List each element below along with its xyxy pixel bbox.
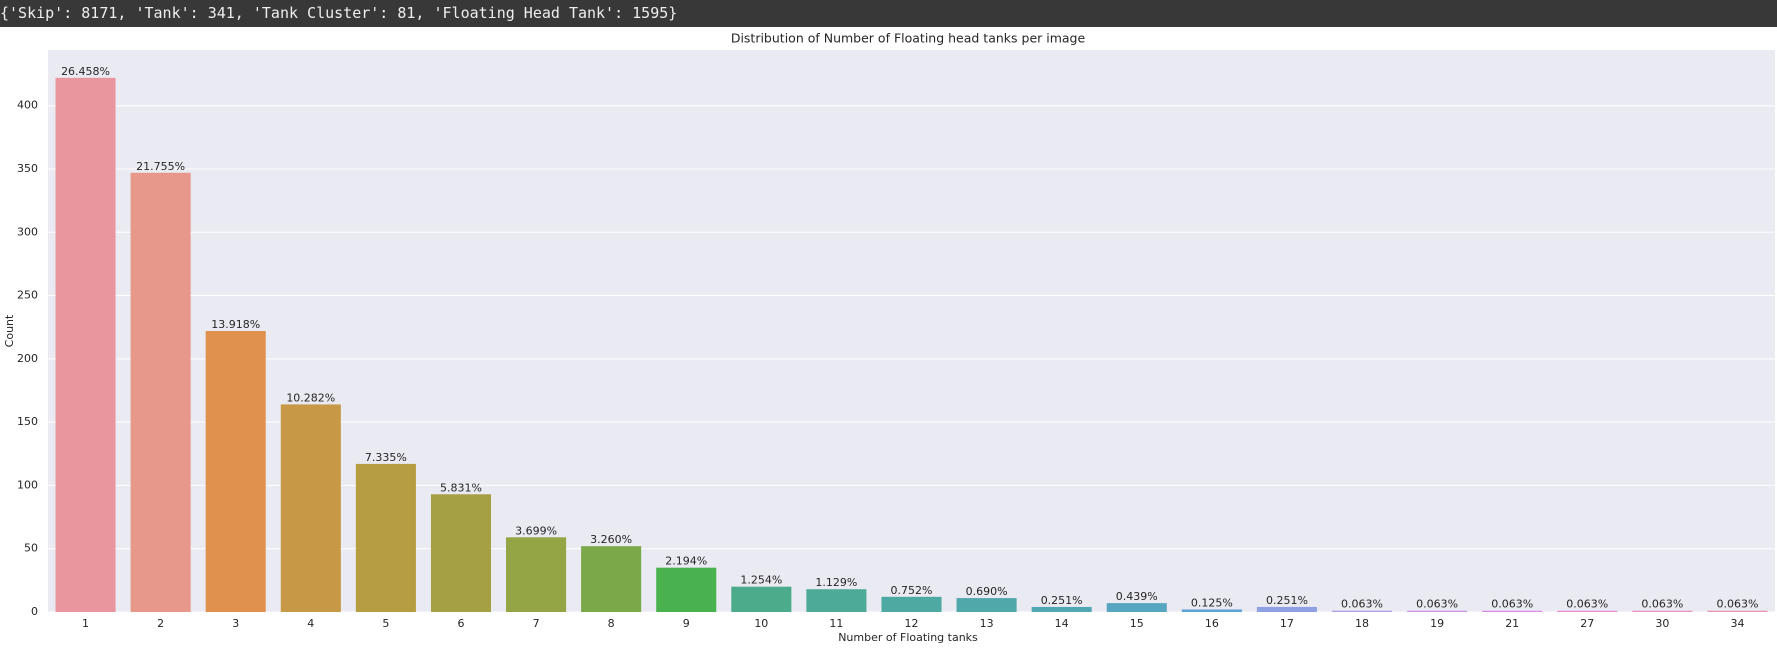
bar <box>656 567 717 612</box>
bar <box>355 463 416 612</box>
x-tick-label: 11 <box>829 617 843 630</box>
x-tick-label: 30 <box>1655 617 1669 630</box>
bar <box>1707 610 1768 612</box>
chart-title: Distribution of Number of Floating head … <box>731 31 1086 46</box>
x-tick-label: 7 <box>533 617 540 630</box>
x-tick-label: 15 <box>1130 617 1144 630</box>
bar <box>806 589 867 612</box>
y-tick-label: 250 <box>17 289 38 302</box>
y-tick-label: 150 <box>17 415 38 428</box>
bar-label: 13.918% <box>211 318 260 331</box>
bar <box>581 546 642 612</box>
bar-label: 3.699% <box>515 524 557 537</box>
bar-label: 7.335% <box>365 451 407 464</box>
x-tick-label: 16 <box>1205 617 1219 630</box>
bar <box>506 537 567 612</box>
y-tick-label: 0 <box>31 605 38 618</box>
x-tick-label: 18 <box>1355 617 1369 630</box>
bar <box>130 172 191 612</box>
bar <box>280 404 341 612</box>
bar-label: 0.125% <box>1191 596 1233 609</box>
x-tick-label: 8 <box>608 617 615 630</box>
bar-label: 0.063% <box>1716 598 1758 611</box>
bar <box>1256 606 1317 612</box>
output-header: {'Skip': 8171, 'Tank': 341, 'Tank Cluste… <box>0 0 1777 27</box>
x-tick-label: 14 <box>1055 617 1069 630</box>
x-tick-label: 5 <box>382 617 389 630</box>
bar <box>205 331 266 612</box>
y-tick-label: 400 <box>17 99 38 112</box>
y-tick-label: 350 <box>17 162 38 175</box>
bar-label: 0.251% <box>1041 594 1083 607</box>
y-tick-label: 50 <box>24 542 38 555</box>
y-tick-label: 200 <box>17 352 38 365</box>
bar-label: 10.282% <box>286 391 335 404</box>
x-axis-label: Number of Floating tanks <box>838 631 978 644</box>
bar-label: 5.831% <box>440 481 482 494</box>
bar <box>55 77 116 612</box>
bar-label: 0.063% <box>1341 598 1383 611</box>
x-tick-label: 19 <box>1430 617 1444 630</box>
x-tick-label: 27 <box>1580 617 1594 630</box>
bar-label: 0.439% <box>1116 590 1158 603</box>
bar-label: 0.063% <box>1641 598 1683 611</box>
bar-label: 0.690% <box>966 585 1008 598</box>
chart: Distribution of Number of Floating head … <box>3 31 1775 644</box>
bar <box>1557 610 1618 612</box>
x-tick-label: 34 <box>1730 617 1744 630</box>
x-tick-label: 12 <box>905 617 919 630</box>
bar-label: 1.129% <box>815 576 857 589</box>
y-tick-label: 300 <box>17 225 38 238</box>
bar <box>956 598 1017 612</box>
x-tick-label: 13 <box>980 617 994 630</box>
y-axis-label: Count <box>3 314 16 347</box>
x-tick-label: 6 <box>457 617 464 630</box>
bar <box>1106 603 1167 612</box>
bar <box>1181 609 1242 612</box>
bar <box>1031 606 1092 612</box>
x-tick-label: 17 <box>1280 617 1294 630</box>
bar-label: 1.254% <box>740 574 782 587</box>
bar <box>1407 610 1468 612</box>
bar-label: 2.194% <box>665 555 707 568</box>
x-tick-label: 4 <box>307 617 314 630</box>
bar <box>881 596 942 612</box>
x-tick-label: 21 <box>1505 617 1519 630</box>
x-tick-label: 1 <box>82 617 89 630</box>
x-tick-label: 10 <box>754 617 768 630</box>
bar-label: 21.755% <box>136 160 185 173</box>
bar <box>731 586 792 612</box>
bar <box>1482 610 1543 612</box>
bar-label: 0.251% <box>1266 594 1308 607</box>
bar-label: 0.752% <box>891 584 933 597</box>
x-tick-label: 2 <box>157 617 164 630</box>
bar-label: 0.063% <box>1416 598 1458 611</box>
bar <box>430 494 492 612</box>
x-tick-label: 3 <box>232 617 239 630</box>
bar-label: 0.063% <box>1566 598 1608 611</box>
y-tick-label: 100 <box>17 478 38 491</box>
x-tick-label: 9 <box>683 617 690 630</box>
bar-label: 0.063% <box>1491 598 1533 611</box>
bar <box>1632 610 1693 612</box>
bar-label: 3.260% <box>590 533 632 546</box>
bar <box>1331 610 1393 612</box>
bar-label: 26.458% <box>61 65 110 78</box>
